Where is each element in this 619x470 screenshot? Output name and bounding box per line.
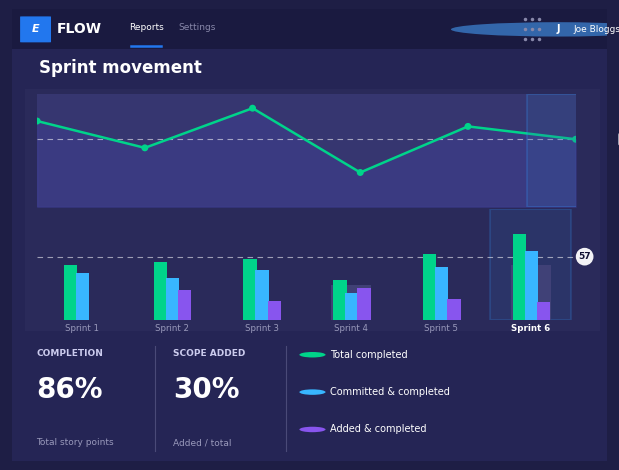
Text: J: J <box>556 24 560 34</box>
Text: Sprint movement: Sprint movement <box>39 59 202 77</box>
Circle shape <box>451 22 619 37</box>
Text: Added & completed: Added & completed <box>331 424 426 434</box>
Bar <box>525 251 538 320</box>
Circle shape <box>300 352 326 358</box>
Text: 86%: 86% <box>36 376 103 404</box>
Text: E: E <box>32 24 40 34</box>
Bar <box>513 234 526 320</box>
Bar <box>357 288 371 320</box>
Point <box>463 123 473 130</box>
Text: Committed & completed: Committed & completed <box>331 387 450 397</box>
Bar <box>511 265 551 320</box>
Bar <box>490 210 571 320</box>
Bar <box>76 274 89 320</box>
Bar <box>345 293 358 320</box>
Circle shape <box>300 389 326 395</box>
Text: 57: 57 <box>578 252 591 261</box>
Text: Reports: Reports <box>129 23 163 32</box>
Circle shape <box>300 427 326 432</box>
Text: Scope analysis: Scope analysis <box>39 99 126 109</box>
Point <box>355 169 365 176</box>
Bar <box>64 265 77 320</box>
Point <box>571 135 581 143</box>
Bar <box>537 302 550 320</box>
Bar <box>166 278 179 320</box>
Bar <box>447 298 461 320</box>
Bar <box>527 94 600 207</box>
Bar <box>423 253 436 320</box>
FancyBboxPatch shape <box>19 87 606 334</box>
Text: Settings: Settings <box>178 23 215 32</box>
Text: Added / total: Added / total <box>173 438 232 447</box>
FancyBboxPatch shape <box>20 16 51 42</box>
Bar <box>178 290 191 320</box>
Bar <box>333 280 347 320</box>
Point <box>32 118 42 125</box>
Bar <box>435 267 448 320</box>
Text: 30%: 30% <box>173 376 240 404</box>
Text: Joe Bloggs: Joe Bloggs <box>574 25 619 34</box>
Point <box>140 144 150 152</box>
Text: FLOW: FLOW <box>57 23 102 36</box>
Bar <box>331 285 371 320</box>
Text: COMPLETION: COMPLETION <box>36 348 103 358</box>
Text: Total story points: Total story points <box>36 438 114 447</box>
Bar <box>243 259 257 320</box>
Text: SCOPE ADDED: SCOPE ADDED <box>173 348 245 358</box>
Point <box>248 104 258 112</box>
Text: Total completed: Total completed <box>331 350 408 360</box>
Bar <box>267 301 281 320</box>
Bar <box>256 270 269 320</box>
Bar <box>154 262 167 320</box>
